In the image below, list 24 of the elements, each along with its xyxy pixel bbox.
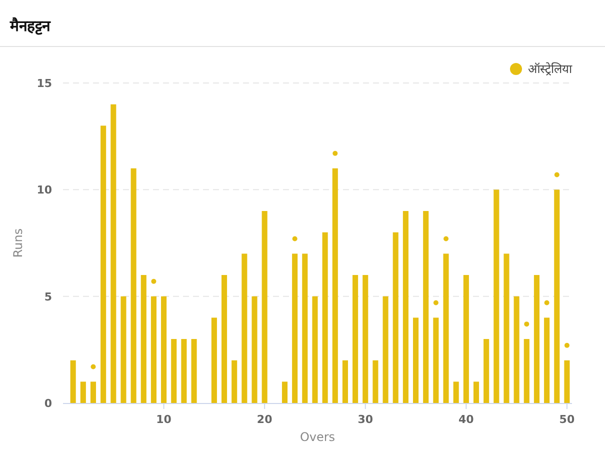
point bbox=[332, 150, 338, 156]
point bbox=[544, 300, 550, 306]
legend: ऑस्ट्रेलिया bbox=[510, 62, 572, 76]
point bbox=[524, 322, 530, 327]
point bbox=[90, 364, 96, 370]
x-tick-label: 30 bbox=[358, 413, 374, 426]
y-axis-title: Runs bbox=[11, 228, 25, 258]
x-tick-label: 50 bbox=[559, 413, 575, 426]
point bbox=[554, 172, 560, 178]
point bbox=[564, 342, 570, 348]
y-tick-label: 0 bbox=[44, 397, 52, 410]
y-tick-label: 10 bbox=[36, 184, 52, 197]
x-tick-label: 10 bbox=[156, 413, 172, 426]
point bbox=[444, 236, 449, 242]
x-tick-label: 40 bbox=[458, 413, 474, 426]
title: मैनहट्टन bbox=[10, 17, 50, 35]
point bbox=[151, 278, 156, 284]
point bbox=[433, 300, 438, 306]
y-tick-label: 15 bbox=[36, 77, 52, 90]
y-tick-label: 5 bbox=[44, 290, 52, 304]
legend-label: ऑस्ट्रेलिया bbox=[528, 62, 573, 76]
x-axis-title: Overs bbox=[300, 430, 336, 444]
x-tick-label: 20 bbox=[256, 413, 273, 426]
point bbox=[292, 236, 298, 242]
